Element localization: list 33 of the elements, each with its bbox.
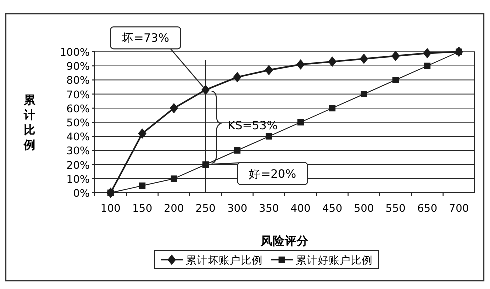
annotation: 坏=73% xyxy=(110,26,206,91)
x-tick-label: 250 xyxy=(196,203,216,215)
annotation: 好=20% xyxy=(205,162,308,186)
y-tick-label: 70% xyxy=(66,89,90,102)
annotation: KS=53% xyxy=(211,90,278,164)
y-tick-label: 90% xyxy=(66,61,90,74)
annotation: 坏=73% xyxy=(121,31,170,46)
x-axis-title: 风险评分 xyxy=(260,234,310,248)
annotation: KS=53% xyxy=(228,118,278,133)
x-tick-label: 350 xyxy=(259,203,280,215)
y-tick-label: 60% xyxy=(66,103,90,116)
annotation: 好=20% xyxy=(249,166,296,181)
x-tick-label: 700 xyxy=(449,203,470,215)
y-tick-label: 80% xyxy=(66,75,90,88)
legend-label: 累计好账户比例 xyxy=(296,254,373,267)
y-tick-label: 0% xyxy=(73,188,90,200)
y-axis-title: 累计比例 xyxy=(23,93,37,152)
x-tick-label: 200 xyxy=(164,203,184,215)
y-tick-label: 40% xyxy=(66,132,90,144)
y-tick-label: 100% xyxy=(60,47,90,59)
legend-label: 累计坏账户比例 xyxy=(186,254,263,267)
y-tick-label: 10% xyxy=(66,174,90,186)
x-tick-label: 150 xyxy=(132,203,153,215)
x-tick-label: 100 xyxy=(100,203,121,215)
x-tick-label: 450 xyxy=(322,203,343,215)
x-tick-label: 500 xyxy=(354,203,374,215)
x-tick-label: 300 xyxy=(227,203,248,215)
x-tick-label: 550 xyxy=(386,203,406,215)
x-tick-label: 650 xyxy=(417,203,438,215)
y-tick-label: 20% xyxy=(66,160,90,172)
y-tick-label: 50% xyxy=(66,118,90,130)
x-tick-label: 400 xyxy=(290,203,311,215)
y-tick-label: 30% xyxy=(66,146,90,158)
